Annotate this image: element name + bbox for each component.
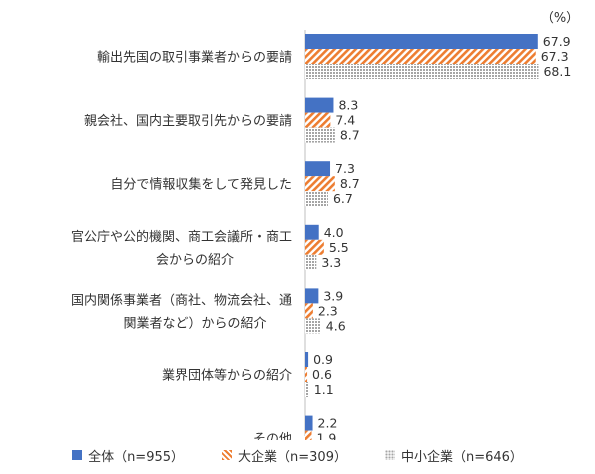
bar-all (305, 224, 319, 240)
bar-large (305, 112, 331, 128)
value-label-all: 3.9 (323, 288, 343, 303)
category-label: 親会社、国内主要取引先からの要請 (84, 113, 292, 129)
category-label-line: 関業者など）からの紹介 (123, 315, 266, 331)
legend-swatch-sme (384, 450, 395, 460)
value-label-large: 8.7 (340, 176, 360, 191)
category-label-line: 国内関係事業者（商社、物流会社、通 (71, 292, 292, 308)
legend-item-all: 全体（n=955） (72, 446, 184, 465)
value-label-large: 1.9 (317, 431, 337, 440)
value-label-large: 7.4 (335, 113, 355, 128)
bars (305, 34, 539, 440)
category-label-line: 自分で情報収集をして発見した (110, 177, 292, 193)
bar-all (305, 352, 309, 367)
value-label-sme: 3.3 (321, 255, 341, 270)
bar-sme (305, 64, 539, 79)
bar-all (305, 415, 313, 431)
value-label-all: 8.3 (338, 98, 358, 113)
category-label: 国内関係事業者（商社、物流会社、通関業者など）からの紹介 (71, 292, 292, 331)
category-label: 輸出先国の取引事業者からの要請 (97, 50, 292, 66)
bar-sme (305, 254, 317, 270)
legend-label-all: 全体（n=955） (88, 449, 185, 465)
value-label-all: 7.3 (335, 161, 355, 176)
bar-large (305, 239, 324, 255)
bar-all (305, 288, 319, 304)
value-label-sme: 68.1 (543, 64, 571, 79)
category-label-line: 輸出先国の取引事業者からの要請 (97, 50, 292, 66)
legend-item-sme: 中小企業（n=646） (384, 446, 523, 465)
value-label-sme: 4.6 (326, 318, 346, 333)
value-label-all: 2.2 (318, 416, 338, 431)
bar-large (305, 303, 313, 319)
category-label-line: 親会社、国内主要取引先からの要請 (84, 113, 292, 129)
value-label-sme: 8.7 (340, 128, 360, 143)
category-label-line: その他 (253, 432, 292, 440)
bar-sme (305, 127, 335, 143)
category-label-line: 会からの紹介 (156, 253, 234, 268)
legend-label-large: 大企業（n=309） (238, 449, 347, 465)
category-label-line: 業界団体等からの紹介 (162, 368, 292, 384)
value-label-large: 0.6 (312, 367, 332, 382)
bar-all (305, 97, 334, 113)
bar-all (305, 161, 331, 177)
category-label: その他 (253, 432, 292, 440)
bar-sme (305, 382, 309, 397)
legend-label-sme: 中小企業（n=646） (400, 449, 523, 465)
category-labels: 輸出先国の取引事業者からの要請親会社、国内主要取引先からの要請自分で情報収集をし… (71, 50, 292, 441)
bar-chart: （%） 輸出先国の取引事業者からの要請親会社、国内主要取引先からの要請自分で情報… (71, 11, 579, 441)
legend: 全体（n=955） 大企業（n=309） 中小企業（n=646） (0, 440, 595, 470)
bar-sme (305, 191, 328, 207)
value-labels: 67.967.368.18.37.48.77.38.76.74.05.53.33… (312, 34, 571, 440)
value-label-sme: 1.1 (314, 382, 334, 397)
bar-large (305, 430, 312, 440)
legend-item-large: 大企業（n=309） (222, 446, 347, 465)
value-label-all: 67.9 (543, 34, 571, 49)
bar-all (305, 34, 538, 49)
value-label-large: 2.3 (318, 303, 338, 318)
category-label: 自分で情報収集をして発見した (110, 177, 292, 193)
value-label-sme: 6.7 (333, 191, 353, 206)
bar-large (305, 176, 335, 192)
legend-swatch-large (222, 450, 233, 460)
category-label: 官公庁や公的機関、商工会議所・商工会からの紹介 (71, 229, 292, 268)
value-label-all: 4.0 (324, 225, 344, 240)
unit-label: （%） (541, 11, 579, 26)
category-label-line: 官公庁や公的機関、商工会議所・商工 (71, 229, 292, 245)
value-label-large: 67.3 (541, 49, 569, 64)
value-label-large: 5.5 (329, 240, 349, 255)
category-label: 業界団体等からの紹介 (162, 368, 292, 384)
legend-swatch-all (72, 450, 83, 460)
bar-large (305, 49, 536, 64)
bar-sme (305, 318, 321, 334)
value-label-all: 0.9 (313, 352, 333, 367)
bar-large (305, 367, 308, 382)
